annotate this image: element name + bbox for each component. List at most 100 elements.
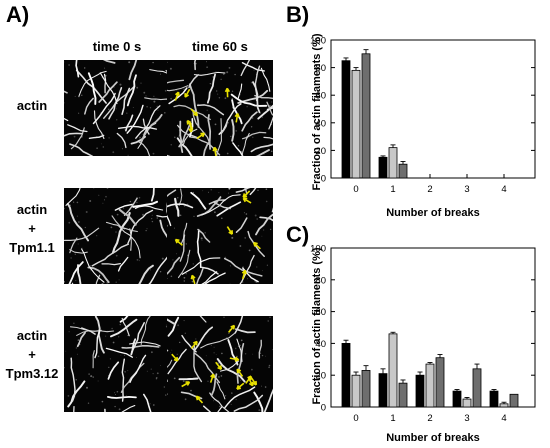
actin-filament [219,360,239,372]
arrow-head [228,230,234,235]
break-arrow-icon [250,377,258,386]
actin-filament [105,347,134,358]
break-arrow-icon [234,112,240,123]
y-tick-label-c: 100 [310,244,326,255]
speckle [183,88,185,90]
speckle [65,350,67,352]
row-label-line: + [28,221,36,236]
x-axis-label-b: Number of breaks [386,207,480,219]
arrow-head [253,241,258,247]
break-arrow-icon [190,108,198,117]
actin-filament [107,361,120,380]
speckle [192,191,195,194]
speckle [151,351,153,354]
bar-c-series-1 [388,333,398,408]
actin-filament [180,222,188,245]
actin-filament [76,331,86,348]
actin-filament [266,101,273,117]
speckle [112,151,115,154]
actin-filament [167,189,177,198]
speckle [223,316,225,318]
actin-filament [126,104,144,134]
column-header-time-0: time 0 s [92,39,142,54]
speckle [149,403,151,405]
actin-filament [196,230,202,268]
actin-filament [69,143,94,156]
speckle [226,152,229,155]
speckle [176,353,178,355]
speckle [76,201,79,204]
row-label-line: actin [16,98,48,113]
actin-filament [91,243,130,267]
speckle [153,100,156,103]
actin-filament [107,396,137,399]
speckle [136,196,138,198]
speckle [261,116,263,118]
speckle [75,379,77,381]
actin-filament [84,97,94,115]
arrow-head [234,112,240,118]
speckle [167,224,168,227]
speckle [248,249,251,252]
speckle [261,354,264,357]
actin-filament [167,318,176,325]
speckle [76,353,78,355]
actin-filament [217,406,223,412]
actin-filament [108,87,123,120]
actin-filament [178,377,199,381]
actin-filament [132,200,159,208]
actin-filament [75,60,80,78]
actin-filament [236,338,243,363]
speckle [165,394,167,396]
row-label-actin: actin [2,96,62,115]
bar-c-series-2 [398,382,408,408]
speckle [253,69,255,71]
actin-filament [167,359,173,369]
speckle [258,409,261,412]
bar-b-series-2 [361,53,371,179]
speckle [215,71,217,72]
speckle [146,228,148,230]
speckle [78,221,80,223]
arrow-head [224,87,230,93]
speckle [150,347,152,349]
speckle [64,61,65,63]
x-tick-label-b: 1 [390,184,395,195]
actin-filament [200,332,236,349]
speckle [101,282,104,284]
actin-filament [126,74,137,107]
actin-filament [252,81,261,114]
speckle [244,353,247,355]
speckle [90,375,93,378]
speckle [89,265,92,267]
arrow-head [241,269,247,275]
bar-b-series-2 [398,163,408,179]
speckle [128,61,131,64]
speckle [217,93,219,95]
speckle [230,403,232,405]
bar-c-series-1 [351,374,361,408]
arrow-head [184,93,190,98]
actin-filament [93,110,105,140]
speckle [110,226,113,229]
speckle [115,108,117,110]
actin-filament [232,142,244,156]
bar-c-series-0 [378,373,388,408]
x-tick-label-b: 0 [353,184,358,195]
actin-filament [118,208,137,226]
speckle [257,189,259,191]
bar-c-series-1 [425,363,435,408]
speckle [116,119,118,121]
speckle [269,316,271,318]
speckle [112,341,115,344]
y-tick-label-b: 0 [321,174,326,185]
actin-filament [224,386,256,409]
actin-filament [250,143,273,153]
arrow-head [242,193,248,198]
actin-filament [263,136,273,140]
break-arrow-icon [190,340,198,349]
speckle [77,243,79,245]
actin-filament [121,404,136,412]
arrow-head [210,373,215,379]
actin-filament [255,213,273,236]
